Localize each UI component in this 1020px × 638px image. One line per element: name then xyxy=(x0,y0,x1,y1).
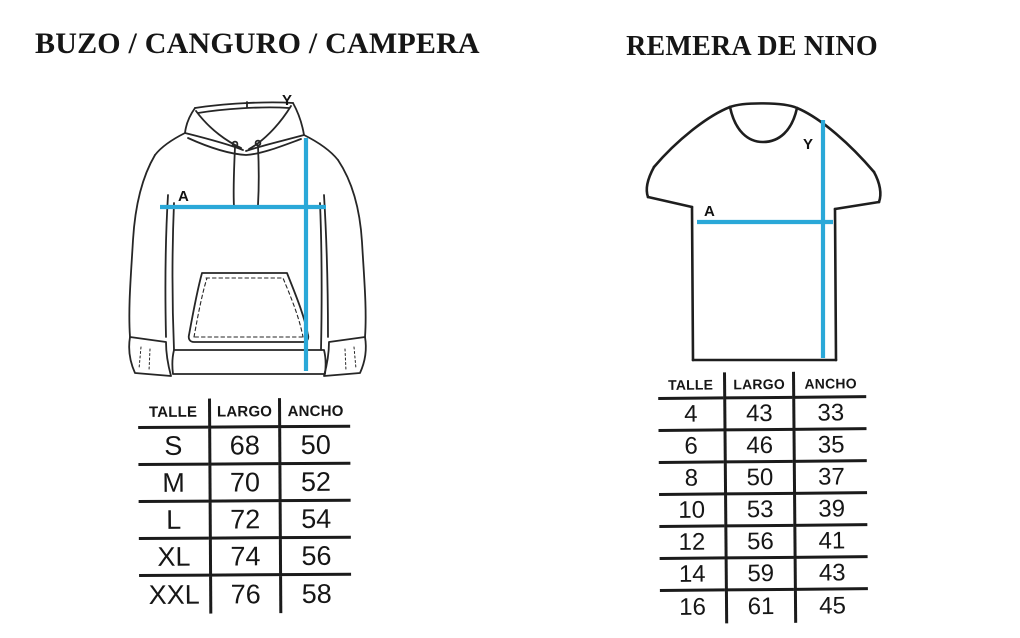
shoulder-left xyxy=(154,132,186,156)
hood-left-edge xyxy=(184,107,196,134)
ancho-cell: 33 xyxy=(792,398,867,431)
hood-drape-left xyxy=(184,132,244,151)
sleeve-right-inner xyxy=(323,194,329,338)
tshirt-section-title: REMERA DE NINO xyxy=(626,31,878,62)
hoodie-drawing: A Y xyxy=(128,92,367,377)
size-cell: S xyxy=(138,428,209,466)
hood-drape-right xyxy=(245,134,305,152)
drawstring-left xyxy=(232,146,236,208)
hood-fold-right xyxy=(248,105,292,150)
tshirt-outline xyxy=(645,102,882,362)
hoodie-outline xyxy=(128,101,367,377)
size-cell: 10 xyxy=(659,495,725,528)
header-largo: LARGO xyxy=(207,398,279,429)
sleeve-left-outer xyxy=(645,165,656,199)
drawstring-right xyxy=(257,145,260,206)
ancho-cell: 35 xyxy=(792,430,867,463)
largo-cell: 56 xyxy=(724,526,794,560)
side-seam-left xyxy=(690,205,695,362)
tshirt-size-table: TALLE LARGO ANCHO 4 43 33 6 46 35 8 50 3… xyxy=(658,371,869,624)
side-seam-right xyxy=(833,207,838,362)
size-cell: M xyxy=(138,465,209,503)
ancho-cell: 50 xyxy=(278,427,351,466)
kangaroo-pocket xyxy=(187,272,310,343)
largo-cell: 46 xyxy=(723,430,793,464)
size-cell: 8 xyxy=(658,463,725,496)
size-cell: 14 xyxy=(659,559,725,592)
width-measure-label: A xyxy=(178,188,189,205)
header-talle: TALLE xyxy=(658,372,724,400)
size-cell: XXL xyxy=(148,579,200,610)
collar-curve xyxy=(187,137,302,156)
sleeve-left-outer xyxy=(128,154,156,338)
hoodie-section-title: BUZO / CANGURO / CAMPERA xyxy=(35,27,480,60)
hem-band xyxy=(171,349,327,375)
sleeve-left-inner xyxy=(164,194,169,338)
cuff-left xyxy=(128,336,172,377)
size-cell: 12 xyxy=(659,527,725,560)
neck-scoop xyxy=(728,105,799,144)
hood-right-edge xyxy=(292,102,305,136)
pocket-stitching xyxy=(193,277,304,338)
sleeve-right-outer xyxy=(872,170,882,204)
body-right-edge xyxy=(319,202,323,351)
ancho-cell: 52 xyxy=(278,464,351,503)
sleeve-right-outer xyxy=(337,159,367,338)
largo-cell: 68 xyxy=(208,428,279,466)
cuff-right xyxy=(323,336,367,377)
ancho-cell: 54 xyxy=(278,501,351,540)
length-measure-label: Y xyxy=(803,136,813,153)
size-cell: 4 xyxy=(658,399,724,432)
tshirt-drawing: Y A xyxy=(645,102,882,362)
cuff-left-ribbing xyxy=(138,346,151,372)
ancho-cell: 43 xyxy=(793,558,868,591)
size-cell: L xyxy=(138,502,209,540)
sleeve-left-hem xyxy=(646,195,694,209)
shoulder-left xyxy=(652,105,732,169)
largo-cell: 76 xyxy=(209,576,280,614)
ancho-cell: 45 xyxy=(793,590,869,623)
largo-cell: 61 xyxy=(724,590,795,624)
ancho-cell: 41 xyxy=(793,526,868,559)
ancho-cell: 58 xyxy=(279,575,352,614)
largo-cell: 43 xyxy=(723,398,793,432)
header-talle: TALLE xyxy=(138,398,209,429)
size-cell: XL xyxy=(138,539,210,577)
width-measure-label: A xyxy=(704,203,715,220)
hood-rim-inner xyxy=(197,106,290,114)
body-left-edge xyxy=(171,202,175,351)
neck-top-edge xyxy=(728,102,799,110)
hood-top-edge xyxy=(194,101,294,109)
hoodie-size-table: TALLE LARGO ANCHO S 68 50 M 70 52 L 72 5… xyxy=(138,397,352,614)
header-ancho: ANCHO xyxy=(791,371,867,399)
largo-cell: 72 xyxy=(208,502,279,540)
largo-cell: 70 xyxy=(208,465,279,503)
largo-cell: 74 xyxy=(208,539,280,577)
shoulder-right xyxy=(303,134,339,161)
shoulder-right xyxy=(795,106,876,174)
ancho-cell: 56 xyxy=(278,538,352,577)
hood-fold-left xyxy=(195,110,242,149)
largo-cell: 53 xyxy=(724,494,794,528)
ancho-cell: 37 xyxy=(792,462,868,495)
largo-cell: 50 xyxy=(723,462,794,496)
header-largo: LARGO xyxy=(722,371,793,400)
size-cell: 6 xyxy=(658,431,724,464)
cuff-right-ribbing xyxy=(344,346,357,372)
length-measure-label: Y xyxy=(282,92,292,109)
ancho-cell: 39 xyxy=(793,494,868,527)
largo-cell: 59 xyxy=(724,558,794,592)
sleeve-right-hem xyxy=(833,200,881,211)
size-cell: 16 xyxy=(679,593,707,621)
header-ancho: ANCHO xyxy=(277,397,351,429)
